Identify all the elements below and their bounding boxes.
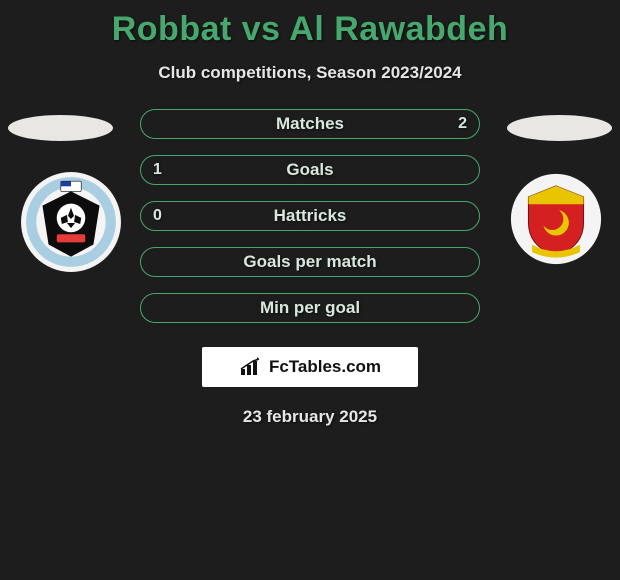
- page-title: Robbat vs Al Rawabdeh: [0, 0, 620, 49]
- stat-left-value: 1: [153, 161, 162, 179]
- stat-row-goals: 1 Goals: [140, 155, 480, 185]
- right-ellipse-shadow: [507, 115, 612, 141]
- left-ellipse-shadow: [8, 115, 113, 141]
- team-left-crest: [20, 171, 122, 273]
- stat-label: Matches: [276, 114, 344, 134]
- bars-icon: [239, 357, 265, 377]
- brand-text: FcTables.com: [269, 357, 381, 377]
- stat-right-value: 2: [458, 115, 467, 133]
- comparison-panel: Matches 2 1 Goals 0 Hattricks Goals per …: [0, 109, 620, 427]
- stat-row-hattricks: 0 Hattricks: [140, 201, 480, 231]
- stat-row-matches: Matches 2: [140, 109, 480, 139]
- stat-label: Hattricks: [274, 206, 347, 226]
- brand-badge: FcTables.com: [202, 347, 418, 387]
- stat-rows: Matches 2 1 Goals 0 Hattricks Goals per …: [140, 109, 480, 323]
- stat-label: Goals: [286, 160, 333, 180]
- stat-label: Goals per match: [243, 252, 376, 272]
- subtitle: Club competitions, Season 2023/2024: [0, 63, 620, 83]
- stat-left-value: 0: [153, 207, 162, 225]
- team-right-crest: [510, 173, 602, 265]
- date-text: 23 february 2025: [0, 407, 620, 427]
- stat-row-goals-per-match: Goals per match: [140, 247, 480, 277]
- stat-label: Min per goal: [260, 298, 360, 318]
- stat-row-min-per-goal: Min per goal: [140, 293, 480, 323]
